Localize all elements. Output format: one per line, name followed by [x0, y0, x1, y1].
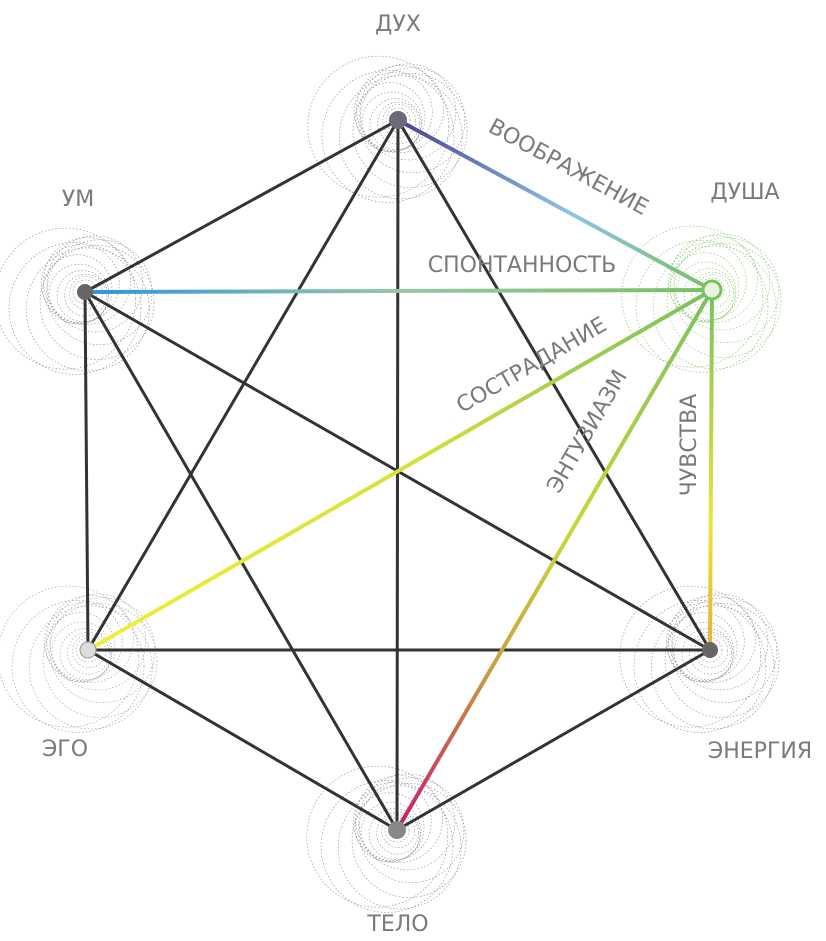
node-halo — [0, 228, 154, 374]
node-ornaments — [0, 56, 781, 912]
black-edges — [85, 120, 710, 830]
edge-label: ВООБРАЖЕНИЕ — [484, 114, 652, 220]
node-dot — [77, 284, 93, 300]
node-dot — [702, 642, 718, 658]
edge-spontaneity — [85, 290, 712, 292]
edge — [85, 292, 88, 650]
diagram: ДУХ ДУША УМ ЭГО ЭНЕРГИЯ ТЕЛО ВООБРАЖЕНИЕ… — [0, 0, 826, 941]
node-halo — [622, 226, 781, 372]
node-halo — [620, 586, 779, 732]
node-label: ЭНЕРГИЯ — [708, 739, 812, 764]
node-label: ТЕЛО — [366, 912, 428, 937]
halo-ring — [307, 766, 448, 907]
node-dot — [80, 642, 96, 658]
node-halo — [307, 766, 466, 912]
edge-label: СПОНТАННОСТЬ — [428, 253, 617, 278]
node-dot — [388, 821, 406, 839]
node-label: ЭГО — [42, 737, 88, 762]
node-dot — [703, 281, 721, 299]
edge-enthusiasm — [397, 290, 712, 830]
edge-label: СОСТРАДАНИЕ — [452, 313, 611, 419]
edge — [88, 650, 397, 830]
halo-ring — [356, 775, 443, 862]
edge-label: ЧУВСТВА — [677, 394, 702, 497]
halo-ring — [622, 226, 763, 367]
edge — [398, 120, 710, 650]
halo-ring — [339, 76, 462, 199]
node-label: УМ — [62, 187, 94, 212]
node-halo — [308, 56, 467, 202]
node-dot — [389, 111, 407, 129]
halo-ring — [653, 246, 776, 369]
halo-ring — [0, 228, 136, 369]
halo-ring — [665, 604, 779, 718]
edge — [88, 120, 398, 650]
edge — [397, 120, 398, 830]
node-halo — [0, 586, 157, 732]
node-label: ДУША — [710, 180, 779, 205]
edge — [397, 650, 710, 830]
halo-ring — [620, 586, 761, 727]
edge-feelings — [710, 290, 712, 650]
halo-ring — [651, 606, 774, 729]
edge-labels: ВООБРАЖЕНИЕ СПОНТАННОСТЬ СОСТРАДАНИЕ ЭНТ… — [428, 114, 702, 497]
node-label: ДУХ — [375, 12, 421, 37]
edge — [85, 120, 398, 292]
halo-ring — [671, 235, 758, 322]
halo-ring — [0, 586, 139, 727]
halo-ring — [308, 56, 449, 197]
halo-ring — [41, 245, 119, 323]
